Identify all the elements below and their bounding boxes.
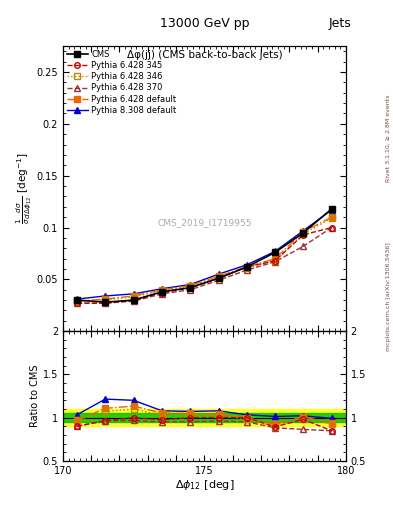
Text: CMS_2019_I1719955: CMS_2019_I1719955 xyxy=(157,218,252,227)
Pythia 6.428 370 xyxy=(131,298,136,304)
Y-axis label: $\frac{1}{\sigma}\frac{d\sigma}{d\Delta\phi_{12}}$ [deg$^{-1}$]: $\frac{1}{\sigma}\frac{d\sigma}{d\Delta\… xyxy=(14,153,34,224)
Pythia 8.308 default xyxy=(329,207,334,213)
Pythia 6.428 370 xyxy=(75,300,79,306)
Pythia 6.428 default xyxy=(329,214,334,220)
Pythia 6.428 346 xyxy=(131,294,136,300)
Pythia 6.428 370 xyxy=(273,259,277,265)
Pythia 8.308 default xyxy=(188,282,193,288)
Pythia 6.428 370 xyxy=(329,224,334,230)
CMS xyxy=(244,264,249,270)
Pythia 6.428 345 xyxy=(75,300,79,306)
Pythia 6.428 345 xyxy=(160,290,164,296)
Pythia 6.428 346 xyxy=(75,298,79,304)
CMS xyxy=(329,206,334,212)
Text: Jets: Jets xyxy=(329,17,351,30)
Pythia 6.428 default xyxy=(216,273,221,280)
CMS xyxy=(216,275,221,282)
Pythia 6.428 345 xyxy=(329,224,334,230)
Pythia 6.428 default xyxy=(160,287,164,293)
Pythia 6.428 346 xyxy=(329,215,334,221)
Pythia 6.428 default xyxy=(103,296,108,302)
Pythia 6.428 346 xyxy=(216,274,221,281)
Pythia 8.308 default xyxy=(244,262,249,268)
Pythia 6.428 370 xyxy=(216,278,221,284)
CMS xyxy=(160,289,164,295)
Bar xyxy=(63,409,346,426)
CMS xyxy=(131,297,136,303)
Pythia 8.308 default xyxy=(75,296,79,302)
CMS xyxy=(188,285,193,291)
Text: Δφ(jj) (CMS back-to-back jets): Δφ(jj) (CMS back-to-back jets) xyxy=(127,50,282,60)
Pythia 6.428 370 xyxy=(188,287,193,293)
Pythia 6.428 default xyxy=(188,283,193,289)
Pythia 6.428 346 xyxy=(188,283,193,289)
Pythia 6.428 370 xyxy=(301,243,306,249)
Pythia 6.428 346 xyxy=(103,297,108,303)
Line: Pythia 6.428 346: Pythia 6.428 346 xyxy=(74,216,334,304)
X-axis label: $\Delta\phi_{12}$ [deg]: $\Delta\phi_{12}$ [deg] xyxy=(174,478,234,493)
CMS xyxy=(301,229,306,236)
Pythia 6.428 default xyxy=(75,298,79,304)
Pythia 6.428 345 xyxy=(216,275,221,282)
Pythia 8.308 default xyxy=(301,227,306,233)
Pythia 8.308 default xyxy=(103,293,108,299)
Text: mcplots.cern.ch [arXiv:1306.3436]: mcplots.cern.ch [arXiv:1306.3436] xyxy=(386,243,391,351)
Text: Rivet 3.1.10, ≥ 2.8M events: Rivet 3.1.10, ≥ 2.8M events xyxy=(386,95,391,182)
Text: 13000 GeV pp: 13000 GeV pp xyxy=(160,17,249,30)
Line: Pythia 6.428 default: Pythia 6.428 default xyxy=(74,215,334,304)
Bar xyxy=(63,413,346,422)
Pythia 6.428 346 xyxy=(244,265,249,271)
Pythia 8.308 default xyxy=(160,286,164,292)
Line: Pythia 6.428 370: Pythia 6.428 370 xyxy=(74,225,334,306)
Line: Pythia 8.308 default: Pythia 8.308 default xyxy=(74,207,334,302)
Y-axis label: Ratio to CMS: Ratio to CMS xyxy=(30,365,40,427)
CMS xyxy=(75,297,79,303)
Pythia 6.428 370 xyxy=(244,267,249,273)
Pythia 6.428 345 xyxy=(188,285,193,291)
Pythia 6.428 370 xyxy=(160,291,164,297)
Pythia 6.428 default xyxy=(273,255,277,262)
Pythia 6.428 346 xyxy=(301,231,306,237)
Pythia 6.428 345 xyxy=(301,232,306,238)
Pythia 8.308 default xyxy=(216,271,221,278)
Line: CMS: CMS xyxy=(73,205,335,306)
Pythia 8.308 default xyxy=(131,291,136,297)
CMS xyxy=(273,249,277,255)
CMS xyxy=(103,299,108,305)
Pythia 6.428 345 xyxy=(273,258,277,264)
Pythia 6.428 345 xyxy=(131,297,136,303)
Line: Pythia 6.428 345: Pythia 6.428 345 xyxy=(74,225,334,306)
Pythia 6.428 default xyxy=(244,264,249,270)
Pythia 6.428 default xyxy=(301,228,306,234)
Pythia 6.428 345 xyxy=(244,264,249,270)
Pythia 6.428 346 xyxy=(273,258,277,264)
Pythia 6.428 370 xyxy=(103,300,108,306)
Pythia 6.428 345 xyxy=(103,300,108,306)
Pythia 8.308 default xyxy=(273,248,277,254)
Legend: CMS, Pythia 6.428 345, Pythia 6.428 346, Pythia 6.428 370, Pythia 6.428 default,: CMS, Pythia 6.428 345, Pythia 6.428 346,… xyxy=(65,49,178,116)
Pythia 6.428 default xyxy=(131,293,136,299)
Pythia 6.428 346 xyxy=(160,288,164,294)
